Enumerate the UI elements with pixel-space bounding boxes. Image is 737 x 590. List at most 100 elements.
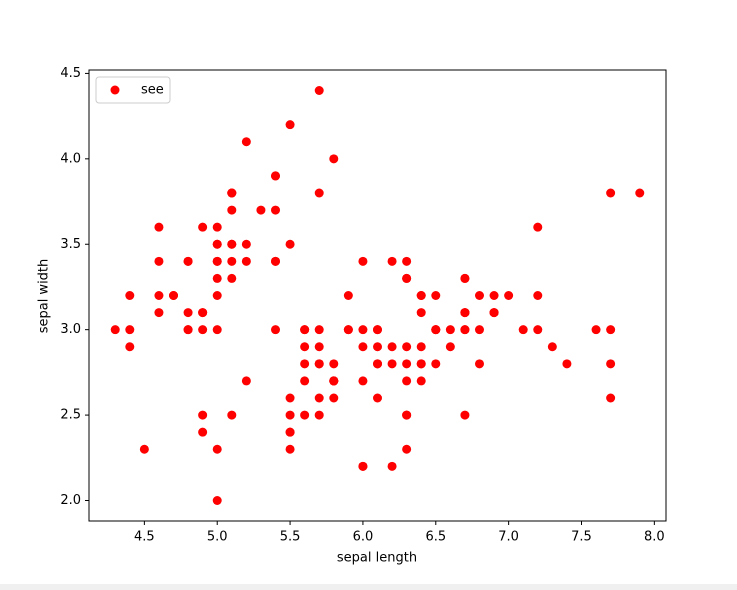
point bbox=[329, 376, 339, 386]
point bbox=[445, 342, 455, 352]
point bbox=[183, 256, 193, 266]
point bbox=[329, 154, 339, 164]
point bbox=[169, 291, 179, 300]
point bbox=[606, 359, 616, 369]
point bbox=[212, 291, 222, 300]
point bbox=[402, 410, 412, 420]
point bbox=[343, 325, 353, 335]
point bbox=[256, 205, 266, 215]
point bbox=[358, 342, 368, 352]
point bbox=[314, 342, 324, 352]
x-axis-label: sepal length bbox=[337, 551, 417, 566]
point bbox=[460, 308, 470, 318]
point bbox=[387, 359, 397, 369]
y-tick-label: 3.5 bbox=[60, 237, 81, 252]
y-tick-label: 2.5 bbox=[60, 408, 81, 423]
point bbox=[300, 359, 310, 369]
point bbox=[606, 393, 616, 403]
point bbox=[300, 325, 310, 335]
x-tick-label: 7.0 bbox=[498, 530, 519, 545]
point bbox=[606, 188, 616, 198]
legend-label: see bbox=[141, 83, 164, 98]
point bbox=[314, 393, 324, 403]
x-tick-label: 8.0 bbox=[644, 530, 665, 545]
plot-frame bbox=[88, 69, 667, 522]
point bbox=[460, 325, 470, 335]
x-tick-label: 5.5 bbox=[280, 530, 301, 545]
point bbox=[300, 376, 310, 386]
point bbox=[431, 291, 441, 300]
point bbox=[402, 273, 412, 283]
point bbox=[241, 376, 251, 386]
point bbox=[474, 359, 484, 369]
point bbox=[533, 222, 543, 232]
point bbox=[154, 256, 164, 266]
point bbox=[460, 410, 470, 420]
point bbox=[285, 410, 295, 420]
y-tick-label: 2.0 bbox=[60, 493, 81, 508]
point bbox=[212, 325, 222, 335]
point bbox=[314, 188, 324, 198]
point bbox=[183, 308, 193, 318]
point bbox=[358, 461, 368, 471]
point bbox=[329, 359, 339, 369]
point bbox=[416, 308, 426, 318]
legend-marker bbox=[110, 85, 120, 95]
point bbox=[504, 291, 514, 300]
point bbox=[125, 291, 135, 300]
point bbox=[358, 376, 368, 386]
point bbox=[241, 239, 251, 249]
point bbox=[547, 342, 557, 352]
point bbox=[110, 325, 120, 335]
y-tick-label: 4.0 bbox=[60, 151, 81, 166]
point bbox=[387, 342, 397, 352]
point bbox=[285, 120, 295, 130]
point bbox=[373, 325, 382, 335]
point bbox=[431, 325, 441, 335]
point bbox=[329, 393, 339, 403]
point bbox=[314, 410, 324, 420]
point bbox=[358, 325, 368, 335]
point bbox=[212, 239, 222, 249]
x-tick-label: 5.0 bbox=[207, 530, 228, 545]
point bbox=[416, 359, 426, 369]
point bbox=[402, 359, 412, 369]
point bbox=[387, 256, 397, 266]
point bbox=[489, 308, 499, 318]
point bbox=[285, 393, 295, 403]
point bbox=[227, 256, 237, 266]
y-tick-label: 3.0 bbox=[60, 322, 81, 337]
point bbox=[402, 444, 412, 454]
x-tick-label: 7.5 bbox=[571, 530, 592, 545]
point bbox=[635, 188, 645, 198]
point bbox=[285, 239, 295, 249]
point bbox=[271, 205, 281, 215]
point bbox=[416, 376, 426, 386]
point bbox=[300, 342, 310, 352]
point bbox=[343, 291, 353, 300]
point bbox=[227, 188, 237, 198]
legend-box bbox=[95, 76, 171, 104]
point bbox=[314, 86, 324, 95]
point bbox=[271, 171, 281, 181]
point bbox=[591, 325, 601, 335]
x-tick-label: 4.5 bbox=[134, 530, 155, 545]
point bbox=[212, 444, 222, 454]
point bbox=[154, 308, 164, 318]
point bbox=[402, 376, 412, 386]
point bbox=[285, 427, 295, 437]
point bbox=[416, 291, 426, 300]
point bbox=[212, 496, 222, 505]
point bbox=[489, 291, 499, 300]
point bbox=[154, 291, 164, 300]
x-tick-label: 6.0 bbox=[353, 530, 374, 545]
point bbox=[285, 444, 295, 454]
point bbox=[198, 308, 208, 318]
point bbox=[474, 291, 484, 300]
point bbox=[518, 325, 528, 335]
point bbox=[271, 325, 281, 335]
point bbox=[474, 325, 484, 335]
point bbox=[183, 325, 193, 335]
point bbox=[227, 205, 237, 215]
y-axis-label: sepal width bbox=[37, 259, 52, 334]
